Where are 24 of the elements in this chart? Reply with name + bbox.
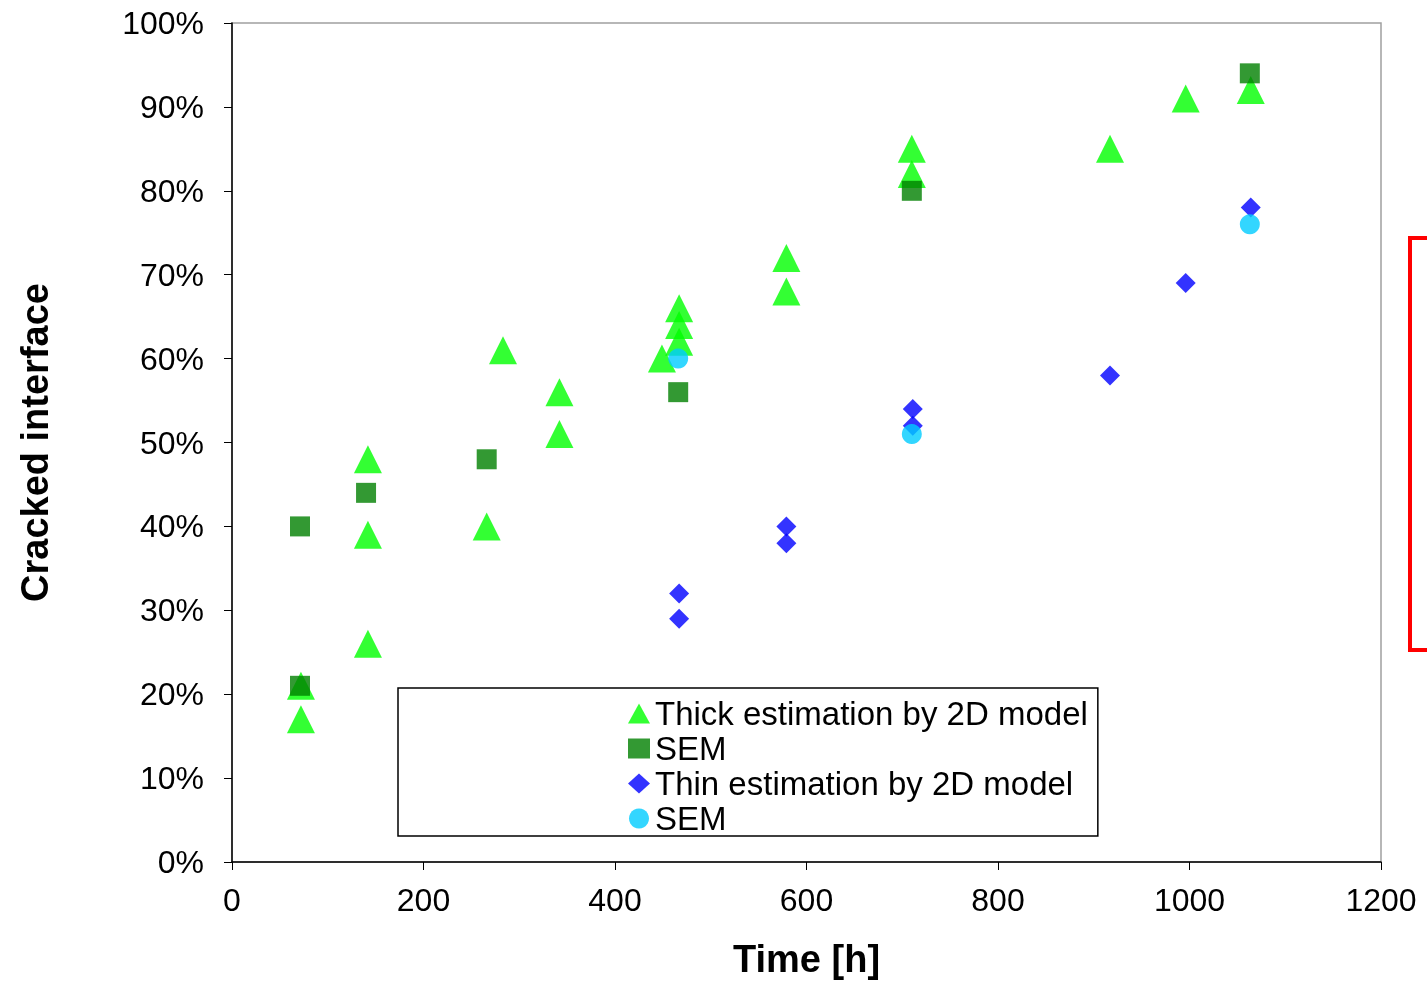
x-tick-label: 1200 (1345, 882, 1417, 918)
y-tick-label: 90% (139, 88, 204, 125)
legend-label: Thick estimation by 2D model (655, 695, 1088, 732)
x-tick-label: 600 (779, 882, 834, 918)
x-tick-label: 200 (396, 882, 451, 918)
x-tick-label: 0 (223, 882, 241, 918)
legend-label: SEM (655, 800, 727, 837)
y-tick-label: 50% (139, 424, 204, 461)
y-tick-label: 80% (139, 172, 204, 209)
y-tick-label: 10% (139, 760, 204, 797)
x-tick-label: 800 (971, 882, 1025, 918)
legend-label: SEM (655, 730, 727, 767)
x-tick-label: 1000 (1153, 882, 1226, 918)
y-tick-label: 40% (139, 508, 204, 545)
y-tick-label: 100% (122, 5, 204, 41)
y-tick-label: 20% (139, 676, 204, 713)
x-tick-label: 400 (588, 882, 642, 918)
y-axis-title: Cracked interface (14, 283, 56, 602)
x-axis-title: Time [h] (732, 938, 881, 980)
y-tick-label: 30% (139, 592, 204, 629)
y-tick-label: 60% (139, 340, 204, 377)
y-tick-label: 70% (139, 256, 204, 293)
legend-label: Thin estimation by 2D model (655, 765, 1074, 802)
y-tick-label: 0% (157, 844, 204, 880)
